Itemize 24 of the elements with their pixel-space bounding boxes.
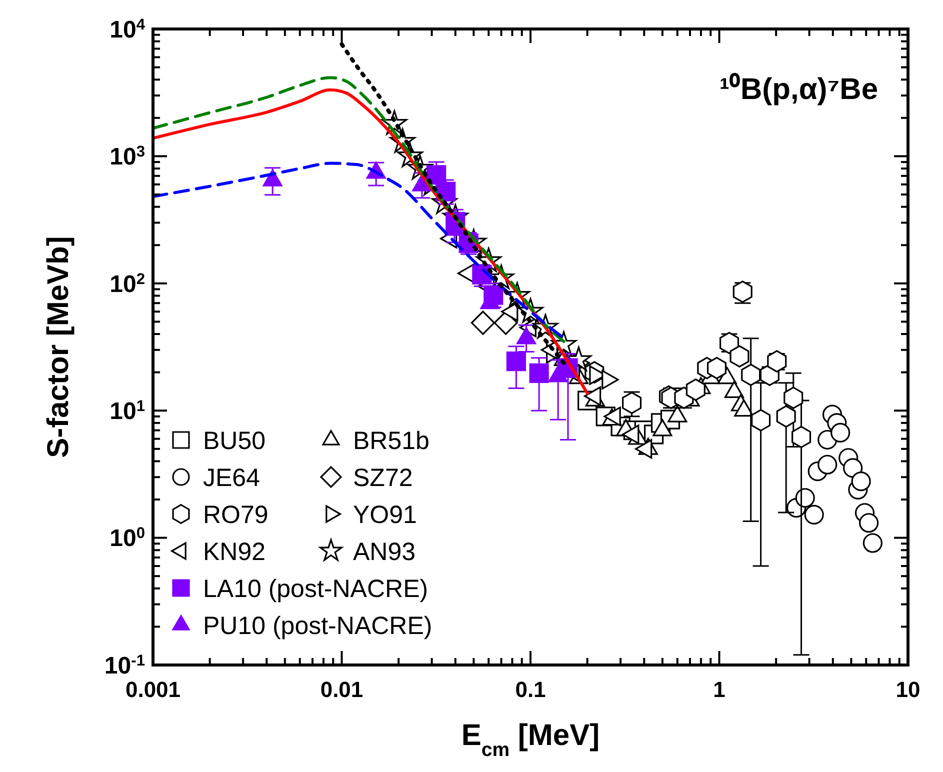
y-tick-label: 10$^{4}$	[110, 16, 146, 44]
legend-label: BU50	[203, 426, 266, 455]
legend-label: RO79	[203, 500, 268, 529]
legend-label: JE64	[203, 464, 260, 492]
legend-label: YO91	[353, 500, 417, 529]
x-tick-label: 10	[896, 677, 920, 702]
x-axis-title: E$_{cm}$ [MeV]	[461, 719, 600, 761]
legend-label: BR51b	[353, 426, 430, 455]
y-tick-label: 10$^{1}$	[110, 398, 146, 425]
x-tick-label: 1	[713, 677, 726, 702]
y-axis-title: S-factor [MeVb]	[42, 236, 75, 458]
legend-label: PU10 (post-NACRE)	[203, 612, 432, 640]
y-tick-label: 10$^{3}$	[110, 143, 146, 171]
legend-label: LA10 (post-NACRE)	[203, 574, 428, 603]
y-tick-label: 10$^{0}$	[110, 524, 146, 552]
legend-label: SZ72	[353, 464, 413, 492]
x-tick-label: 0.001	[125, 677, 181, 702]
x-tick-label: 0.01	[320, 677, 364, 702]
text: ¹⁰B(p,α)⁷Be	[720, 72, 878, 106]
y-tick-label: 10$^{2}$	[110, 270, 146, 298]
y-tick-label: 10$^{-1}$	[104, 652, 146, 680]
legend-label: AN93	[353, 538, 416, 566]
legend-label: KN92	[203, 538, 266, 566]
x-tick-label: 0.1	[515, 677, 546, 702]
